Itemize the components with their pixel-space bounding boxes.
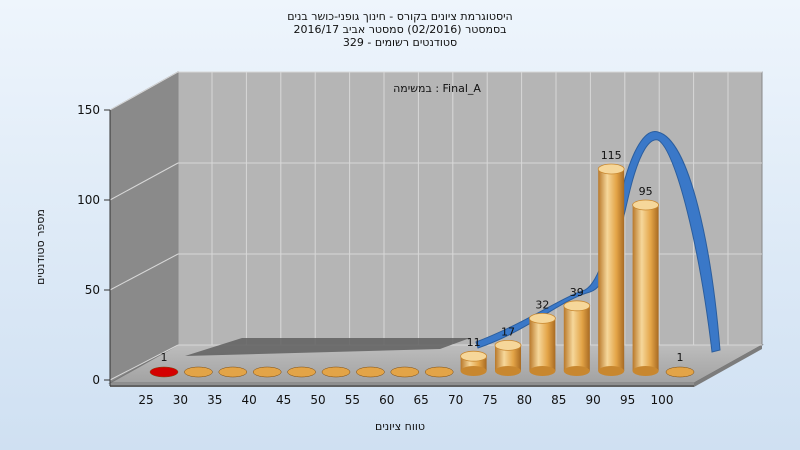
bar-disc xyxy=(356,366,385,378)
bar-value-label: 1 xyxy=(677,351,684,364)
back-wall xyxy=(177,71,763,346)
bar-disc xyxy=(287,366,316,378)
gridline-side xyxy=(109,162,179,201)
x-tick-label: 100 xyxy=(651,393,674,407)
bar-value-label: 115 xyxy=(601,149,622,162)
floor-band xyxy=(185,338,470,356)
bar-disc xyxy=(252,366,282,378)
y-tick-label: 150 xyxy=(77,103,100,117)
bar-disc xyxy=(149,366,179,378)
bar xyxy=(287,366,316,378)
bar: 39 xyxy=(563,286,591,376)
bar-disc xyxy=(665,366,695,378)
floor-right-edge xyxy=(694,345,762,387)
bar-base xyxy=(563,366,590,376)
bar-top xyxy=(563,300,591,312)
side-wall xyxy=(109,71,179,384)
bar-top xyxy=(632,199,659,211)
x-tick-label: 85 xyxy=(551,393,566,407)
bar-disc xyxy=(218,366,248,378)
x-tick-label: 30 xyxy=(173,393,188,407)
x-tick-label: 55 xyxy=(345,393,360,407)
bar-base xyxy=(529,366,556,376)
title-line-1: היסטוגרמת ציונים בקורס - חינוך גופני-כוש… xyxy=(287,10,513,23)
y-axis-label: מספר סטודנטים xyxy=(34,209,47,285)
x-tick-label: 80 xyxy=(517,393,532,407)
x-tick-label: 45 xyxy=(276,393,291,407)
x-tick-label: 70 xyxy=(448,393,463,407)
bar-base xyxy=(598,366,625,376)
bar-value-label: 32 xyxy=(535,298,549,311)
bar xyxy=(184,366,213,378)
y-tick-label: 0 xyxy=(92,373,100,387)
bar xyxy=(218,366,248,378)
bar-top xyxy=(597,163,625,175)
x-tick-label: 25 xyxy=(138,393,153,407)
bar-disc xyxy=(424,366,454,378)
bar-value-label: 17 xyxy=(501,325,515,338)
bar-base xyxy=(632,366,659,376)
x-tick-label: 60 xyxy=(379,393,394,407)
x-tick-label: 65 xyxy=(414,393,429,407)
bar-disc xyxy=(184,366,213,378)
bar: 1 xyxy=(665,351,695,378)
x-axis-label: טווח ציונים xyxy=(375,420,425,433)
bar: 11 xyxy=(460,336,488,376)
bar-disc xyxy=(390,366,420,378)
bar-base xyxy=(460,366,487,376)
x-tick-label: 35 xyxy=(207,393,222,407)
y-tick-label: 100 xyxy=(77,193,100,207)
bar-top xyxy=(460,350,488,362)
bar xyxy=(390,366,420,378)
bar-body xyxy=(529,318,556,371)
bar-value-label: 95 xyxy=(639,185,653,198)
bar: 115 xyxy=(597,149,625,376)
bar-value-label: 1 xyxy=(161,351,168,364)
bar-base xyxy=(495,366,521,376)
bar-top xyxy=(529,312,556,324)
chart-annotation: במשימה : Final_A xyxy=(393,82,481,95)
x-tick-label: 40 xyxy=(242,393,257,407)
bar xyxy=(424,366,454,378)
bar-value-label: 11 xyxy=(467,336,481,349)
bar-disc xyxy=(321,366,351,378)
bar xyxy=(321,366,351,378)
title-line-3: סטודנטים רשומים - 329 xyxy=(342,36,458,49)
bar-body xyxy=(632,205,659,371)
bar xyxy=(252,366,282,378)
bar-body xyxy=(563,305,590,371)
chart-title: היסטוגרמת ציונים בקורס - חינוך גופני-כוש… xyxy=(0,10,800,49)
bar: 32 xyxy=(529,298,556,376)
y-tick-label: 50 xyxy=(85,283,100,297)
x-tick-label: 75 xyxy=(482,393,497,407)
x-tick-label: 90 xyxy=(586,393,601,407)
x-tick-label: 50 xyxy=(310,393,325,407)
title-line-2: בסמסטר (02/2016) סמסטר אביב 2016/17 xyxy=(293,23,507,36)
bar: 1 xyxy=(149,351,179,378)
bar: 17 xyxy=(494,325,522,376)
gridline-side xyxy=(109,344,179,381)
bar-top xyxy=(494,339,522,351)
x-tick-label: 95 xyxy=(620,393,635,407)
bar: 95 xyxy=(632,185,659,376)
gridline-side xyxy=(109,71,179,111)
bar-value-label: 39 xyxy=(570,286,584,299)
bar-body xyxy=(598,169,625,371)
gridline-side xyxy=(109,253,179,291)
bar xyxy=(356,366,385,378)
